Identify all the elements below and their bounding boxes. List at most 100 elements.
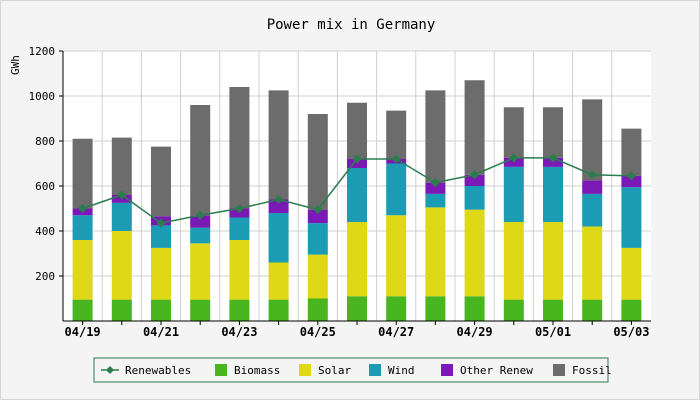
renewables-point-04-19 <box>78 204 88 213</box>
bar-solar-04-28 <box>425 207 446 297</box>
bar-other-renew-05-02 <box>582 180 603 194</box>
bar-wind-04-23 <box>229 217 250 240</box>
x-tick-label: 04/29 <box>457 325 493 339</box>
x-tick-label: 04/25 <box>300 325 336 339</box>
y-tick-label: 600 <box>35 180 55 193</box>
bar-solar-05-03 <box>621 247 642 300</box>
legend-swatch-other-renew <box>441 364 453 376</box>
renewables-point-04-28 <box>430 178 440 188</box>
renewables-point-04-27 <box>391 154 401 164</box>
bar-solar-04-25 <box>307 254 328 299</box>
renewables-point-04-20 <box>117 190 127 200</box>
x-tick-label: 04/21 <box>143 325 179 339</box>
bar-fossil-05-02 <box>582 99 603 181</box>
bar-biomass-04-21 <box>151 299 171 321</box>
y-tick-label: 800 <box>35 135 55 148</box>
bar-fossil-04-19 <box>72 138 93 209</box>
bar-fossil-04-23 <box>229 87 250 209</box>
legend-marker-renewables-diamond <box>106 366 114 374</box>
bar-solar-04-29 <box>464 209 485 297</box>
bar-wind-04-20 <box>111 202 132 231</box>
bar-solar-04-19 <box>72 240 93 300</box>
bar-biomass-04-30 <box>503 299 524 321</box>
renewables-point-04-25 <box>313 205 323 215</box>
bar-solar-04-22 <box>190 243 211 300</box>
bar-solar-05-02 <box>582 226 603 300</box>
bar-solar-04-21 <box>151 247 171 300</box>
bar-wind-05-02 <box>582 193 603 227</box>
x-tick-label: 04/23 <box>221 325 257 339</box>
x-tick-label: 05/01 <box>535 325 571 339</box>
bar-fossil-04-29 <box>464 80 485 175</box>
bar-wind-04-27 <box>386 163 407 216</box>
bar-wind-05-01 <box>543 166 563 222</box>
bar-biomass-04-25 <box>307 298 328 321</box>
bar-fossil-05-01 <box>543 107 563 158</box>
x-tick-label: 04/19 <box>65 325 101 339</box>
renewables-point-04-26 <box>352 154 362 164</box>
bar-wind-04-30 <box>503 166 524 222</box>
bar-solar-04-26 <box>347 222 367 297</box>
bar-biomass-04-23 <box>229 299 250 321</box>
legend-label-fossil: Fossil <box>572 364 612 377</box>
bar-wind-04-28 <box>425 193 446 208</box>
y-tick-label: 200 <box>35 270 55 283</box>
bar-fossil-05-03 <box>621 128 642 176</box>
bar-other-renew-04-28 <box>425 182 446 194</box>
bar-other-renew-04-29 <box>464 174 485 186</box>
bar-fossil-04-30 <box>503 107 524 158</box>
bar-fossil-04-20 <box>111 137 132 195</box>
renewables-line <box>78 153 636 228</box>
bar-wind-04-26 <box>347 168 367 222</box>
bar-solar-04-24 <box>268 262 289 300</box>
bar-solar-04-27 <box>386 215 407 297</box>
legend-label-other-renew: Other Renew <box>460 364 533 377</box>
bar-fossil-04-21 <box>151 146 171 217</box>
bar-fossil-04-24 <box>268 90 289 200</box>
bar-wind-04-29 <box>464 186 485 210</box>
bar-other-renew-04-22 <box>190 215 211 228</box>
bar-solar-04-20 <box>111 231 132 300</box>
bar-biomass-04-27 <box>386 296 407 321</box>
bars <box>72 80 642 321</box>
legend-label-renewables: Renewables <box>125 364 191 377</box>
bar-biomass-04-26 <box>347 296 367 321</box>
bar-wind-04-22 <box>190 227 211 244</box>
bar-biomass-04-19 <box>72 299 93 321</box>
bar-fossil-04-22 <box>190 105 211 216</box>
y-tick-label: 1200 <box>29 45 56 58</box>
bar-biomass-05-02 <box>582 299 603 321</box>
y-axis-label: GWh <box>9 55 22 75</box>
renewables-point-04-29 <box>470 170 480 180</box>
renewables-point-05-03 <box>626 171 636 181</box>
bar-biomass-04-20 <box>111 299 132 321</box>
bar-solar-04-23 <box>229 240 250 300</box>
bar-fossil-04-25 <box>307 114 328 210</box>
bar-fossil-04-26 <box>347 102 367 159</box>
x-tick-label: 05/03 <box>613 325 649 339</box>
x-tick-label: 04/27 <box>378 325 414 339</box>
chart-title: Power mix in Germany <box>267 17 436 33</box>
legend-swatch-fossil <box>553 364 565 376</box>
renewables-point-04-23 <box>234 204 244 213</box>
legend-swatch-solar <box>299 364 311 376</box>
bar-fossil-04-28 <box>425 90 446 183</box>
bar-wind-04-25 <box>307 223 328 255</box>
legend-swatch-wind <box>369 364 381 376</box>
bar-fossil-04-27 <box>386 110 407 159</box>
legend-swatch-biomass <box>215 364 227 376</box>
renewables-point-05-02 <box>587 170 597 180</box>
bar-biomass-05-01 <box>543 299 563 321</box>
bar-other-renew-04-25 <box>307 209 328 224</box>
bar-biomass-04-28 <box>425 296 446 321</box>
bar-wind-04-21 <box>151 225 171 248</box>
bar-solar-04-30 <box>503 222 524 300</box>
renewables-point-04-24 <box>274 195 284 204</box>
bar-biomass-05-03 <box>621 299 642 321</box>
bar-biomass-04-29 <box>464 296 485 321</box>
bar-biomass-04-22 <box>190 299 211 321</box>
legend-box <box>93 357 609 383</box>
renewables-point-04-22 <box>195 210 205 220</box>
